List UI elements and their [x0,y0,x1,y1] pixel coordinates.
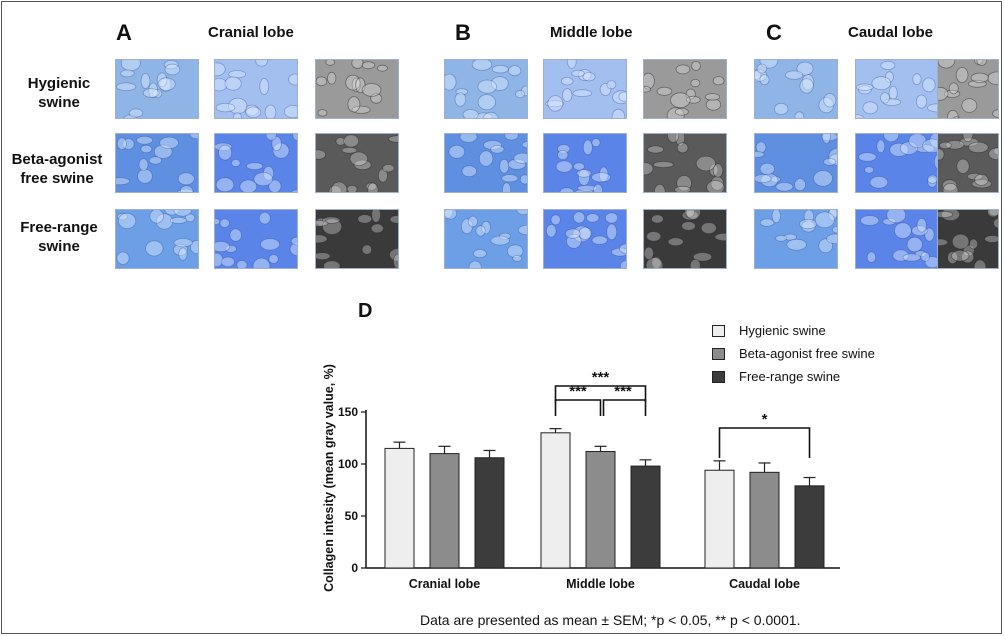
panel-a-title: Cranial lobe [208,24,294,41]
significance-label: *** [569,383,587,400]
bar [540,432,571,569]
micrograph-tile [444,59,528,119]
micrograph-tile [214,133,298,193]
row-label-hygienic: Hygienic swine [27,75,91,111]
x-tick-label: Caudal lobe [729,577,800,591]
panel-c-letter: C [766,20,782,45]
row-label-free-range: Free-range swine [20,219,98,255]
micrograph-tile [315,59,399,119]
y-tick-label: 100 [338,457,358,471]
row-label-beta-agonist: Beta-agonist free swine [11,151,103,187]
bar [749,471,780,569]
significance-bracket [602,399,647,416]
micrograph-tile [444,209,528,269]
micrograph-tile [115,133,199,193]
legend-item-beta-agonist: Beta-agonist free swine [712,346,875,361]
legend-swatch-beta-agonist [712,347,725,360]
x-tick-label: Middle lobe [566,577,635,591]
micrograph-tile [543,209,627,269]
bar [794,485,825,569]
micrograph-tile [643,59,727,119]
micrograph-tile [937,209,999,269]
bar [585,451,616,569]
significance-label: * [762,411,768,428]
significance-bracket [554,385,647,402]
micrograph-tile [315,209,399,269]
legend-label-free-range: Free-range swine [739,369,841,384]
panel-d-letter: D [358,300,373,322]
micrograph-tile [444,133,528,193]
legend-label-hygienic: Hygienic swine [739,323,826,338]
y-axis-label: Collagen intesity (mean gray value, %) [322,364,336,592]
panel-b-letter: B [455,20,471,45]
panel-c-title: Caudal lobe [848,24,934,41]
micrograph-tile [937,133,999,193]
panel-a-letter: A [116,20,132,45]
micrograph-tile [214,209,298,269]
legend-swatch-hygienic [712,324,725,337]
micrograph-tile [855,59,939,119]
bar [704,469,735,569]
panel-b-title: Middle lobe [550,24,633,41]
significance-label: *** [614,383,632,400]
bar [630,465,661,569]
micrograph-tile [315,133,399,193]
significance-label: *** [592,369,610,386]
legend-swatch-free-range [712,370,725,383]
micrograph-tile [643,133,727,193]
bar [474,457,505,569]
micrograph-tile [115,59,199,119]
micrograph-tile [214,59,298,119]
micrograph-tile [855,209,939,269]
micrograph-tile [543,133,627,193]
micrograph-tile [115,209,199,269]
legend-item-free-range: Free-range swine [712,369,840,384]
footnote: Data are presented as mean ± SEM; *p < 0… [420,612,801,628]
significance-bracket [554,399,602,416]
micrograph-tile [754,59,838,119]
micrograph-tile [754,133,838,193]
micrograph-tile [937,59,999,119]
x-tick-label: Cranial lobe [409,577,481,591]
micrograph-tile [543,59,627,119]
bar [429,453,460,569]
micrograph-tile [643,209,727,269]
y-tick-label: 50 [345,509,359,523]
y-tick-label: 150 [338,405,358,419]
legend-label-beta-agonist: Beta-agonist free swine [739,346,875,361]
y-tick-label: 0 [351,561,358,575]
significance-bracket [718,427,811,458]
bar [384,447,415,569]
legend-item-hygienic: Hygienic swine [712,323,826,338]
micrograph-tile [754,209,838,269]
